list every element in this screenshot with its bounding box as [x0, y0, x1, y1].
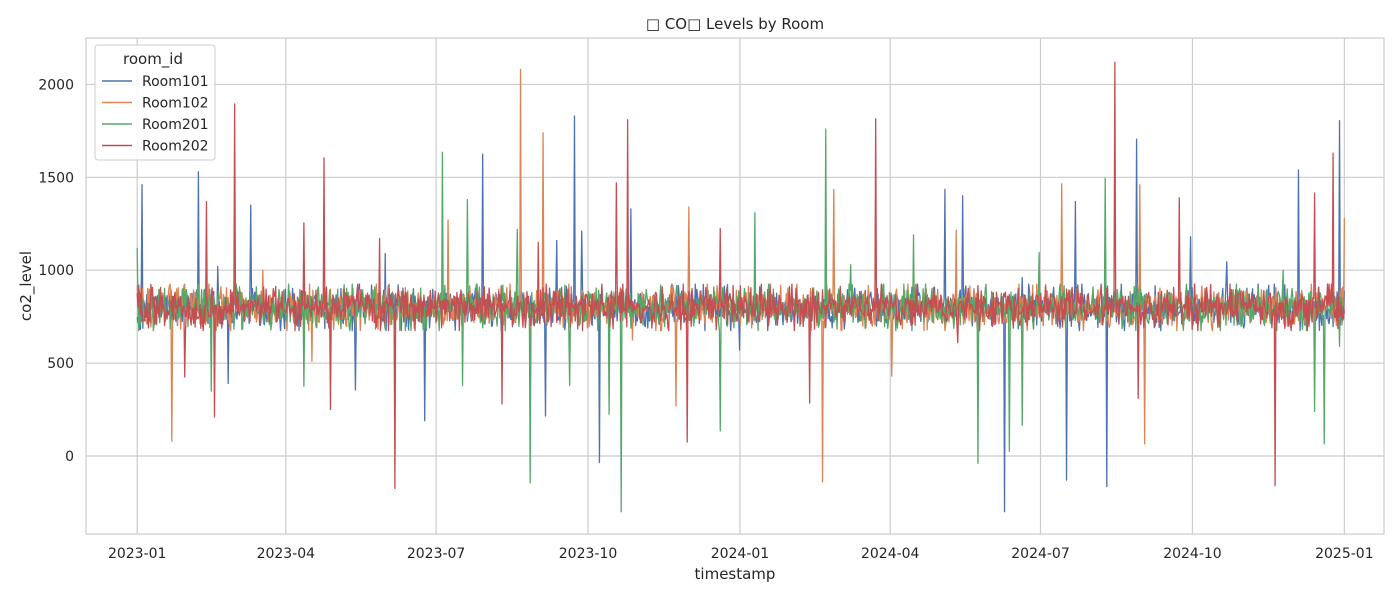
- y-tick-label: 2000: [38, 77, 74, 93]
- y-tick-label: 500: [47, 356, 74, 372]
- y-axis-label: co2_level: [17, 251, 36, 321]
- legend-title: room_id: [123, 50, 183, 69]
- legend-label-room101: Room101: [142, 74, 209, 90]
- legend-box: [94, 44, 216, 161]
- legend-label-room202: Room202: [142, 139, 209, 155]
- x-axis-label: timestamp: [695, 565, 776, 583]
- x-tick-label: 2024-07: [1011, 546, 1070, 562]
- series-line-room202: [136, 61, 1346, 490]
- tick-labels: 2023-01 2023-04 2023-07 2023-10 2024-01 2024-…: [38, 77, 1373, 562]
- plot-frame: [85, 37, 1385, 535]
- legend-label-room102: Room102: [142, 96, 209, 112]
- y-tick-label: 1000: [38, 263, 74, 279]
- y-tick-label: 0: [65, 449, 74, 465]
- x-tick-label: 2023-07: [407, 546, 466, 562]
- x-tick-label: 2023-01: [108, 546, 167, 562]
- y-tick-label: 1500: [38, 170, 74, 186]
- x-tick-label: 2023-10: [559, 546, 618, 562]
- x-tick-label: 2024-10: [1163, 546, 1222, 562]
- series-lines: [136, 61, 1346, 513]
- x-tick-label: 2025-01: [1315, 546, 1374, 562]
- x-tick-label: 2023-04: [257, 546, 316, 562]
- legend-label-room201: Room201: [142, 117, 209, 133]
- x-tick-label: 2024-01: [711, 546, 770, 562]
- chart-title: □ CO□ Levels by Room: [646, 15, 824, 33]
- x-tick-label: 2024-04: [861, 546, 920, 562]
- legend: room_id Room101 Room102 Room201 Room202: [94, 44, 216, 161]
- grid: [86, 38, 1384, 534]
